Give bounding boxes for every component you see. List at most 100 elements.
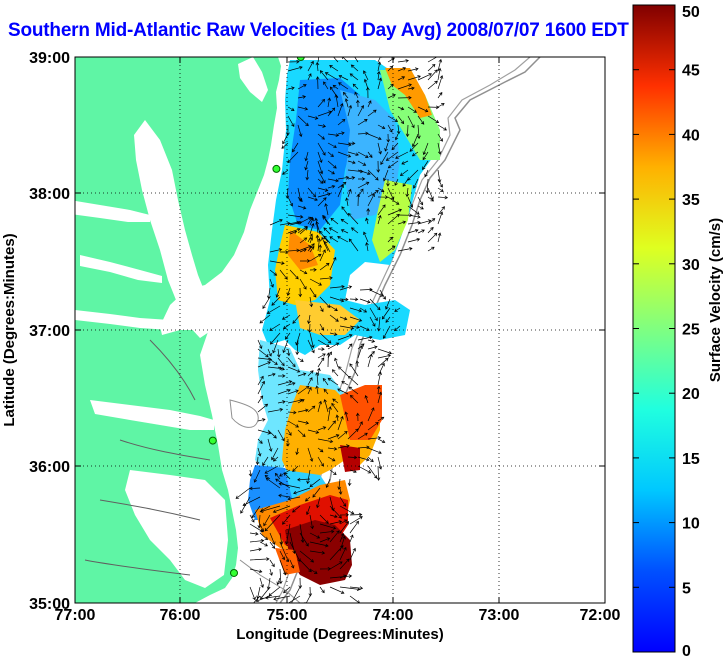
velocity-arrow — [297, 106, 309, 111]
velocity-arrow — [387, 236, 393, 243]
velocity-arrow — [307, 377, 313, 386]
velocity-arrow — [337, 388, 349, 395]
velocity-arrow — [287, 496, 301, 501]
velocity-arrow — [329, 561, 343, 570]
velocity-arrow — [339, 297, 349, 302]
velocity-arrow — [287, 381, 296, 386]
velocity-arrow — [242, 496, 261, 507]
velocity-arrow — [340, 218, 349, 225]
velocity-arrow — [367, 109, 377, 117]
velocity-arrow — [349, 512, 363, 517]
velocity-arrow — [427, 57, 440, 63]
velocity-arrow — [340, 229, 349, 234]
velocity-arrow — [309, 514, 315, 530]
velocity-arrow — [347, 104, 353, 117]
velocity-arrow — [309, 568, 318, 574]
velocity-arrow — [387, 160, 399, 169]
velocity-arrow — [309, 287, 317, 298]
velocity-arrow — [287, 366, 301, 373]
velocity-arrow — [427, 218, 436, 225]
colorbar — [632, 4, 676, 653]
delaware-bay — [238, 57, 268, 102]
velocity-arrow — [304, 595, 311, 603]
velocity-arrow — [259, 532, 269, 541]
y-tick-label: 39:00 — [29, 50, 70, 67]
velocity-arrow — [307, 73, 312, 81]
velocity-arrow — [387, 115, 399, 122]
velocity-arrow — [397, 115, 405, 125]
velocity-arrow — [395, 151, 409, 159]
velocity-arrow — [259, 523, 265, 533]
velocity-arrow — [437, 58, 443, 72]
velocity-arrow — [307, 405, 316, 413]
velocity-arrow — [337, 235, 349, 243]
velocity-arrow — [347, 213, 359, 225]
velocity-arrow — [317, 187, 329, 192]
velocity-arrow — [319, 537, 331, 543]
bathymetry-contour — [229, 399, 259, 428]
velocity-arrow — [385, 151, 399, 161]
velocity-arrow — [349, 534, 354, 543]
velocity-arrow — [348, 238, 359, 252]
velocity-arrow — [427, 69, 438, 81]
velocity-arrow — [277, 388, 291, 395]
y-tick-label: 36:00 — [29, 459, 70, 476]
velocity-arrow — [407, 115, 415, 129]
velocity-arrow — [299, 248, 307, 253]
velocity-arrow — [339, 505, 355, 515]
velocity-arrow — [437, 232, 442, 243]
velocity-arrow — [337, 478, 341, 490]
velocity-arrow — [437, 195, 449, 200]
velocity-arrow — [307, 429, 320, 434]
velocity-arrow — [257, 429, 272, 435]
velocity-arrow — [325, 478, 331, 489]
velocity-arrow — [279, 221, 291, 226]
velocity-arrow — [283, 472, 291, 480]
velocity-arrow — [331, 369, 339, 377]
velocity-arrow — [248, 469, 253, 477]
velocity-arrow — [339, 574, 347, 579]
velocity-arrow — [341, 381, 349, 386]
velocity-arrow — [359, 298, 371, 304]
velocity-arrow — [287, 429, 292, 436]
velocity-arrow — [385, 298, 391, 310]
velocity-arrow — [332, 398, 339, 404]
velocity-arrow — [387, 196, 400, 205]
velocity-arrow — [265, 477, 281, 489]
velocity-arrow — [427, 232, 438, 243]
velocity-arrow — [437, 211, 444, 225]
velocity-arrow — [249, 538, 265, 543]
velocity-arrow — [297, 420, 310, 425]
velocity-arrow — [397, 67, 407, 72]
velocity-arrow — [377, 416, 385, 422]
velocity-arrow — [279, 559, 287, 576]
velocity-arrow — [401, 160, 409, 165]
velocity-arrow — [357, 345, 364, 359]
velocity-arrow — [323, 398, 329, 413]
velocity-arrow — [323, 388, 329, 395]
velocity-arrow — [331, 402, 339, 413]
velocity-arrow — [377, 187, 385, 192]
velocity-patch — [385, 68, 432, 118]
velocity-arrow — [267, 429, 277, 439]
velocity-arrow — [437, 187, 444, 192]
velocity-arrow — [327, 160, 337, 169]
velocity-arrow — [297, 216, 312, 225]
velocity-arrow — [437, 103, 445, 108]
velocity-arrow — [329, 574, 353, 579]
velocity-arrow — [357, 465, 372, 474]
velocity-arrow — [349, 307, 363, 313]
velocity-arrow — [321, 236, 329, 252]
velocity-arrow — [264, 595, 281, 600]
velocity-arrow — [377, 214, 382, 225]
velocity-arrow — [307, 339, 315, 354]
velocity-patch — [380, 70, 440, 160]
velocity-arrow — [297, 399, 305, 404]
velocity-arrow — [345, 197, 349, 207]
velocity-arrow — [297, 372, 307, 377]
velocity-arrow — [367, 436, 382, 440]
velocity-arrow — [327, 184, 336, 189]
velocity-arrow — [407, 196, 414, 208]
velocity-arrow — [383, 169, 389, 182]
